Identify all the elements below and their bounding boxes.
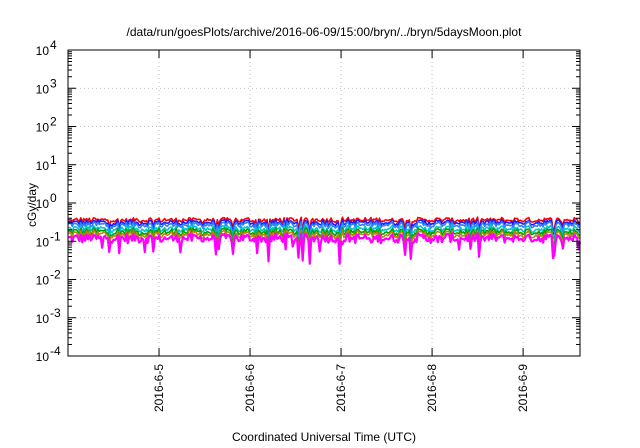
y-tick-exponent: -1 — [50, 229, 61, 243]
y-tick-base: 10 — [36, 44, 50, 58]
y-tick-exponent: -3 — [50, 306, 61, 320]
x-tick-label: 2016-6-5 — [152, 364, 166, 412]
y-tick-label: 10 — [36, 121, 50, 135]
y-tick-base: 10 — [36, 350, 50, 364]
y-tick-exponent: 2 — [50, 115, 57, 129]
y-tick-label: 10 — [36, 312, 50, 326]
y-tick-base: 10 — [36, 197, 50, 211]
chart-title: /data/run/goesPlots/archive/2016-06-09/1… — [127, 25, 523, 39]
y-tick-base: 10 — [36, 312, 50, 326]
x-tick-label: 2016-6-7 — [334, 364, 348, 412]
x-tick-label: 2016-6-8 — [425, 364, 439, 412]
series-group — [67, 216, 582, 265]
y-tick-label: 10 — [36, 44, 50, 58]
y-tick-base: 10 — [36, 82, 50, 96]
series-line — [67, 232, 582, 265]
y-tick-exponent: 1 — [50, 153, 57, 167]
y-tick-label: 10 — [36, 274, 50, 288]
y-tick-label: 10 — [36, 350, 50, 364]
y-tick-exponent: 4 — [50, 38, 57, 52]
y-axis-label: cGy/day — [25, 183, 39, 227]
y-tick-base: 10 — [36, 235, 50, 249]
x-tick-label: 2016-6-6 — [243, 364, 257, 412]
y-tick-base: 10 — [36, 274, 50, 288]
grid — [68, 50, 580, 356]
y-tick-label: 10 — [36, 159, 50, 173]
x-tick-label: 2016-6-9 — [516, 364, 530, 412]
y-tick-exponent: -2 — [50, 268, 61, 282]
y-tick-base: 10 — [36, 159, 50, 173]
y-tick-label: 10 — [36, 235, 50, 249]
y-tick-base: 10 — [36, 121, 50, 135]
y-tick-exponent: 0 — [50, 191, 57, 205]
y-tick-label: 10 — [36, 82, 50, 96]
y-tick-exponent: 3 — [50, 76, 57, 90]
x-axis-label: Coordinated Universal Time (UTC) — [232, 430, 416, 444]
x-axis: 2016-6-5 2016-6-6 2016-6-7 2016-6-8 2016-6-9 — [152, 50, 530, 412]
y-tick-label: 10 — [36, 197, 50, 211]
y-tick-exponent: -4 — [50, 344, 61, 358]
